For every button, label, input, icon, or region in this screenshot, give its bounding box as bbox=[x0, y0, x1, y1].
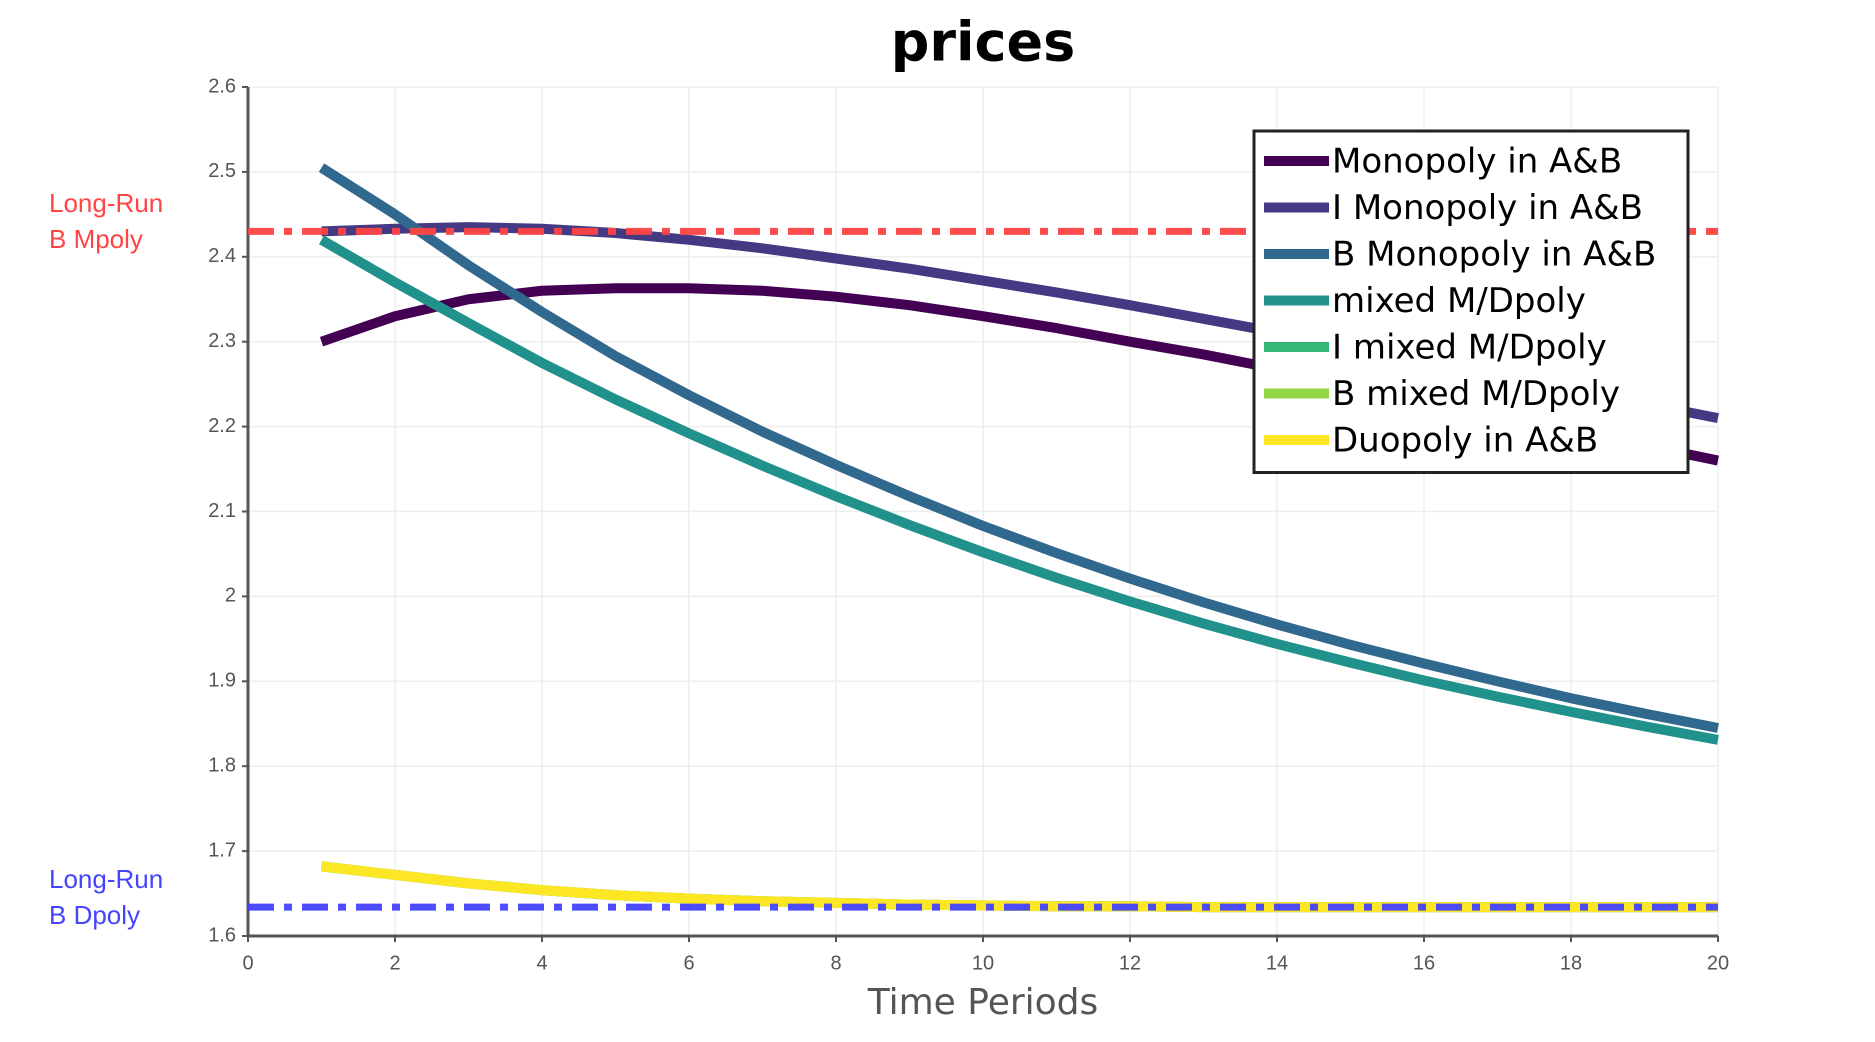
x-tick-label: 4 bbox=[536, 952, 547, 974]
x-axis-label: Time Periods bbox=[867, 982, 1099, 1023]
chart-title: prices bbox=[891, 11, 1076, 74]
y-tick-label: 1.7 bbox=[208, 839, 236, 861]
series-line bbox=[320, 861, 1718, 913]
x-tick-label: 20 bbox=[1707, 952, 1729, 974]
y-tick-label: 2 bbox=[225, 585, 236, 607]
series-line bbox=[318, 163, 1719, 733]
x-tick-label: 16 bbox=[1413, 952, 1435, 974]
series-line bbox=[318, 235, 1719, 745]
y-tick-label: 2.2 bbox=[208, 415, 236, 437]
legend-label: mixed M/Dpoly bbox=[1332, 281, 1586, 321]
x-tick-label: 10 bbox=[972, 952, 994, 974]
x-tick-label: 14 bbox=[1266, 952, 1288, 974]
y-tick-label: 1.6 bbox=[208, 924, 236, 946]
legend-label: B mixed M/Dpoly bbox=[1332, 374, 1620, 414]
x-tick-label: 6 bbox=[683, 952, 694, 974]
reference-label: B Dpoly bbox=[49, 900, 140, 930]
x-tick-label: 0 bbox=[242, 952, 253, 974]
legend-label: I Monopoly in A&B bbox=[1332, 188, 1643, 228]
y-tick-label: 1.9 bbox=[208, 670, 236, 692]
x-tick-label: 12 bbox=[1119, 952, 1141, 974]
x-tick-label: 18 bbox=[1560, 952, 1582, 974]
reference-label: Long-Run bbox=[49, 864, 163, 894]
legend-label: Duopoly in A&B bbox=[1332, 421, 1598, 461]
legend-label: I mixed M/Dpoly bbox=[1332, 328, 1607, 368]
y-tick-label: 2.5 bbox=[208, 160, 236, 182]
y-tick-label: 2.3 bbox=[208, 330, 236, 352]
reference-label: Long-Run bbox=[49, 188, 163, 218]
y-tick-label: 2.6 bbox=[208, 75, 236, 97]
y-tick-label: 1.8 bbox=[208, 754, 236, 776]
y-tick-label: 2.4 bbox=[208, 245, 236, 267]
x-tick-label: 8 bbox=[830, 952, 841, 974]
reference-label: B Mpoly bbox=[49, 224, 143, 254]
y-tick-label: 2.1 bbox=[208, 500, 236, 522]
legend-label: B Monopoly in A&B bbox=[1332, 235, 1656, 275]
x-tick-label: 2 bbox=[389, 952, 400, 974]
legend-label: Monopoly in A&B bbox=[1332, 142, 1622, 182]
